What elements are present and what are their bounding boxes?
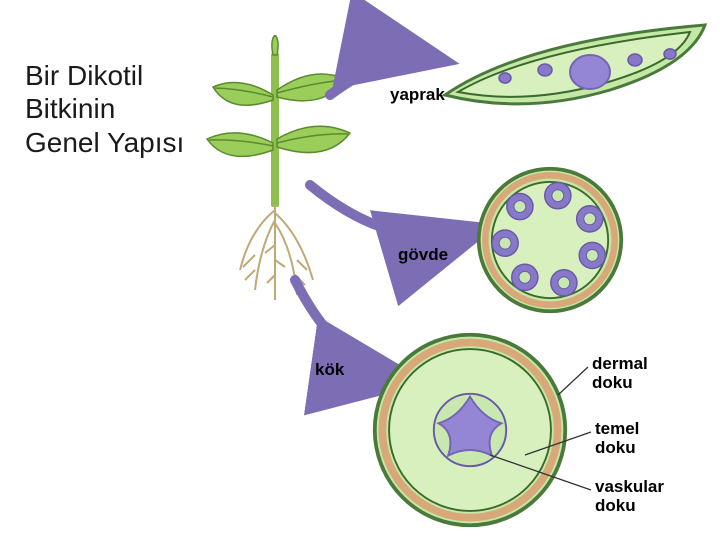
label-kok: kök: [315, 360, 344, 380]
label-dermal: dermal doku: [592, 355, 648, 392]
label-govde: gövde: [398, 245, 448, 265]
label-temel: temel doku: [595, 420, 639, 457]
label-yaprak: yaprak: [390, 85, 445, 105]
label-vaskular: vaskular doku: [595, 478, 664, 515]
label-lines: [0, 0, 720, 540]
